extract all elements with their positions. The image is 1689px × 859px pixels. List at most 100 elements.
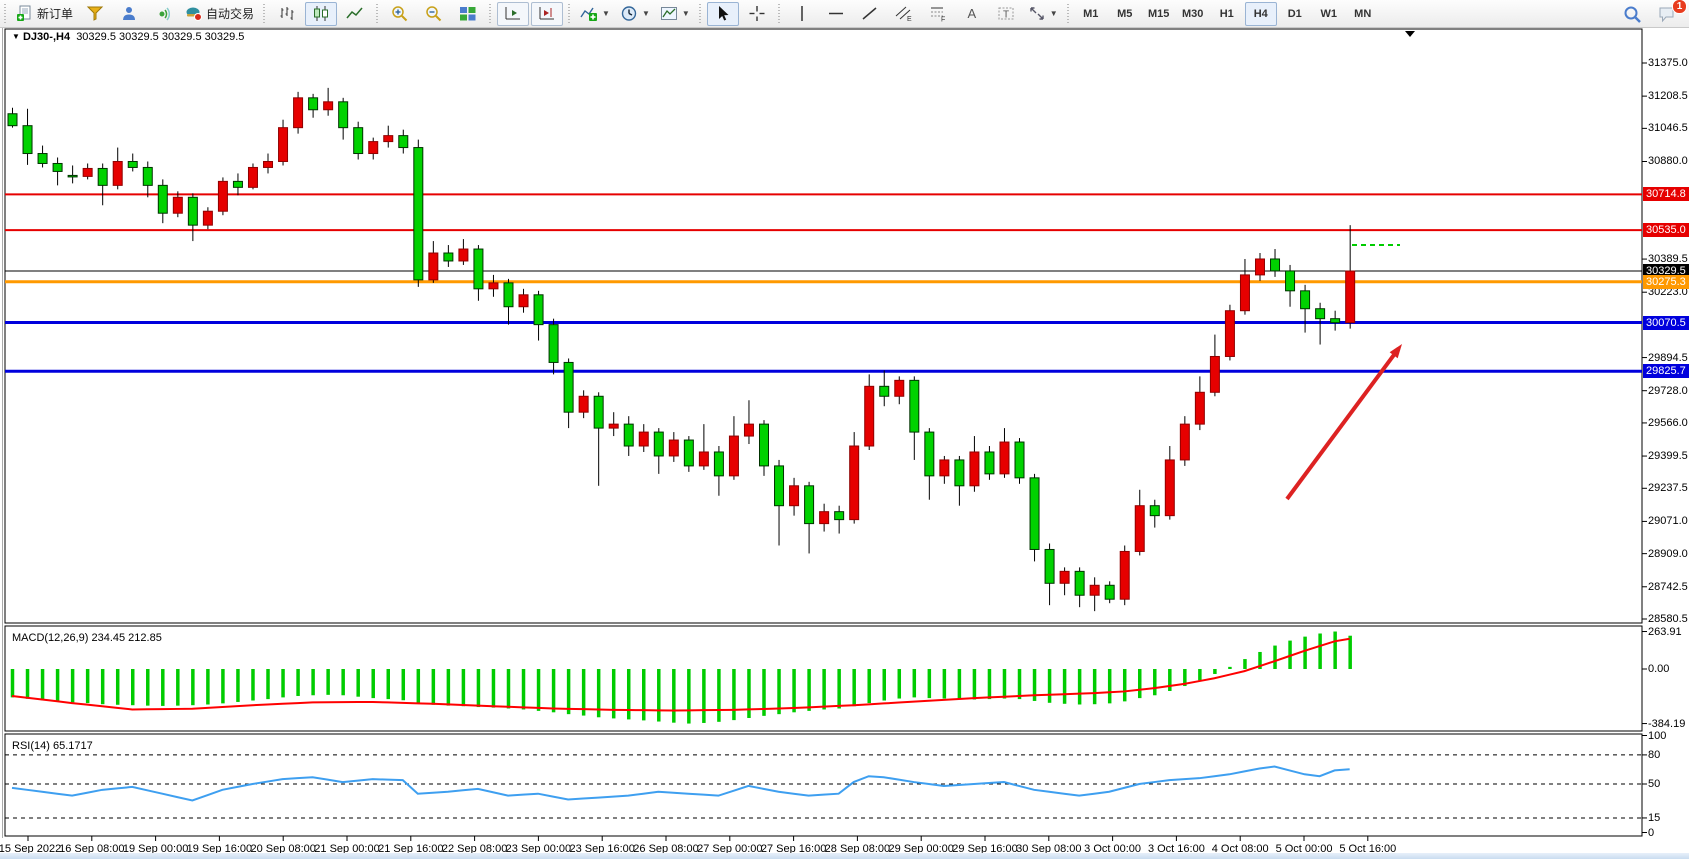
candle-body [37,153,48,164]
time-tick-label: 3 Oct 00:00 [1084,843,1142,855]
vertical-line-button[interactable] [786,2,818,26]
candle-body [939,459,950,477]
candle-body [548,324,559,363]
tf-m15-button[interactable]: M15 [1148,7,1170,20]
chart-collapse-icon[interactable]: ▼ [12,32,20,41]
indicator-icon [580,5,598,22]
tf-mn-button[interactable]: MN [1354,7,1372,20]
price-level-badge: 30275.3 [1643,274,1689,289]
tile-windows-button[interactable] [452,2,484,26]
price-tick-label: 29071.0 [1648,515,1688,528]
notifications-button[interactable]: 1 [1650,0,1687,26]
zoom-in-icon [391,5,409,22]
candle-body [683,439,694,467]
svg-text:F: F [941,17,945,23]
chart-shift-marker[interactable] [1405,31,1415,37]
candle-body [698,451,709,467]
trendline-button[interactable] [854,2,886,26]
candle-body [97,167,108,186]
signal-icon [154,5,172,22]
candle-body [503,282,514,308]
macd-indicator-label: MACD(12,26,9) 234.45 212.85 [12,632,162,644]
time-tick-label: 28 Sep 08:00 [824,843,891,855]
chart-ohlc: 30329.5 30329.5 30329.5 30329.5 [76,31,245,43]
zoom-out-button[interactable] [418,2,450,26]
rsi-indicator-label: RSI(14) 65.1717 [12,740,93,752]
price-tick-label: 29728.0 [1648,384,1688,397]
text-label-button[interactable]: T [990,2,1022,26]
time-tick-label: 20 Sep 08:00 [250,843,316,855]
candle-body [969,451,980,487]
fibo-icon: F [929,5,947,22]
cursor-button[interactable] [706,1,739,26]
candle-body [1044,548,1055,584]
auto-scroll-button[interactable] [497,1,530,26]
periods-button[interactable]: ▼ [616,2,654,26]
candle-body [22,125,33,155]
macd-tick-label: 0.00 [1648,663,1670,675]
time-tick-label: 21 Sep 16:00 [378,843,444,855]
crosshair-button[interactable] [741,2,773,26]
rsi-tick-label: 80 [1648,748,1661,761]
candle-body [804,485,815,525]
tf-h1-button[interactable]: H1 [1219,7,1234,20]
time-tick-label: 23 Sep 00:00 [505,843,572,855]
tf-m5-button[interactable]: M5 [1117,7,1133,20]
templates-button[interactable]: ▼ [656,2,694,26]
candle-body [1179,423,1190,461]
candle-body [338,101,349,129]
tf-w1-button[interactable]: W1 [1320,7,1337,20]
trend-arrow-line[interactable] [1285,350,1398,501]
svg-text:T: T [1003,10,1009,21]
profile-button[interactable] [113,2,145,26]
template-icon [660,5,678,22]
candle-body [1014,441,1025,479]
price-tick-label: 30223.0 [1648,286,1688,299]
price-level-badge: 30070.5 [1643,315,1689,330]
price-tick-label: 29237.5 [1648,482,1688,495]
arrows-button[interactable]: ▼ [1024,2,1062,26]
candle-body [1254,258,1265,276]
bar-chart-button[interactable] [271,2,303,26]
candle-body [1149,505,1160,517]
horizontal-line-button[interactable] [820,2,852,26]
candle-body [52,162,63,172]
chart-canvas[interactable] [0,28,1689,859]
candle-body [1074,570,1085,596]
autotrade-button[interactable]: 自动交易 [181,2,258,26]
candle-body [819,511,830,525]
fibonacci-button[interactable]: F [922,2,954,26]
zoom-in-button[interactable] [384,2,416,26]
new-order-button[interactable]: 新订单 [12,2,77,26]
tf-m1-button[interactable]: M1 [1083,7,1099,20]
search-button[interactable] [1616,2,1648,26]
candle-body [984,451,995,475]
toolbar-grip [566,3,574,24]
candle-body [323,101,334,111]
macd-signal-line [11,637,1350,712]
time-tick-label: 15 Sep 2022 [0,843,62,855]
tf-d1-button[interactable]: D1 [1287,7,1302,20]
tf-m30-button[interactable]: M30 [1182,7,1204,20]
rsi-tick-label: 0 [1648,826,1655,839]
signals-button[interactable] [147,2,179,26]
candle-body [593,395,604,429]
indicators-button[interactable]: ▼ [576,2,614,26]
candle-body [849,445,860,521]
tf-h4-button[interactable]: H4 [1244,1,1277,26]
line-chart-button[interactable] [339,2,371,26]
candle-body [924,431,935,477]
chevron-down-icon: ▼ [602,9,610,18]
candle-body [172,196,183,214]
history-center-button[interactable] [79,2,111,26]
candle-body [999,441,1010,475]
candle-body [533,294,544,326]
candle-body [112,160,123,186]
candle-body [398,135,409,149]
chart-shift-button[interactable] [531,1,564,26]
funnel-icon [86,5,104,22]
candle-body [488,282,499,290]
equidistant-channel-button[interactable]: E [888,2,920,26]
text-button[interactable]: A [956,2,988,26]
candle-chart-button[interactable] [305,1,338,26]
